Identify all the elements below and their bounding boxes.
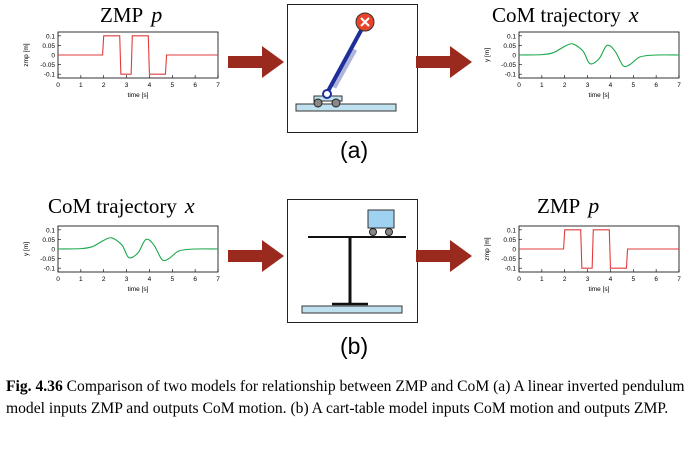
- arrow-icon: [416, 46, 472, 78]
- zmp-title-a: ZMP p: [100, 2, 162, 28]
- x-tick-label: 7: [216, 82, 220, 89]
- zmp-title-b: ZMP p: [537, 193, 599, 219]
- y-tick-label: 0.1: [507, 33, 516, 40]
- subfigure-label-a: (a): [340, 137, 369, 163]
- x-axis-label: time [s]: [589, 286, 610, 293]
- com-title-a: CoM trajectory x: [492, 2, 639, 28]
- com-b-series-line: [57, 237, 219, 262]
- y-tick-label: -0.1: [505, 266, 517, 273]
- x-tick-label: 7: [677, 82, 681, 89]
- y-axis-label: y [m]: [23, 242, 30, 256]
- y-tick-label: -0.1: [44, 266, 56, 273]
- y-tick-label: 0.1: [46, 33, 55, 40]
- y-tick-label: -0.05: [501, 256, 516, 263]
- com-plot-b: 0.1 0.05 0 -0.05 -0.1 0 1 2 3 4 5 6 7 time [s] y [m]: [14, 222, 224, 294]
- x-tick-label: 4: [148, 82, 152, 89]
- x-tick-label: 6: [654, 276, 658, 283]
- title-variable: p: [588, 193, 600, 218]
- y-tick-label: 0: [51, 53, 55, 60]
- y-tick-label: 0.05: [503, 237, 516, 244]
- title-variable: x: [184, 193, 195, 218]
- inverted-pendulum-icon: [295, 12, 397, 112]
- x-axis-label: time [s]: [589, 92, 610, 99]
- x-tick-label: 2: [563, 82, 567, 89]
- linear-inverted-pendulum-model: [287, 4, 418, 133]
- x-tick-label: 1: [540, 276, 544, 283]
- figure-label: Fig. 4.36: [6, 378, 63, 395]
- x-axis-label: time [s]: [128, 92, 149, 99]
- x-tick-label: 5: [170, 276, 174, 283]
- y-tick-label: 0.05: [42, 43, 55, 50]
- zmp-a-series-line: [58, 35, 218, 75]
- x-tick-label: 3: [125, 276, 129, 283]
- com-plot-a: 0.1 0.05 0 -0.05 -0.1 0 1 2 3 4 5 6 7 time [s] y [m]: [475, 28, 685, 100]
- zmp-plot-b: 0.1 0.05 0 -0.05 -0.1 0 1 2 3 4 5 6 7 time [s] zmp [m]: [475, 222, 685, 294]
- x-axis-label: time [s]: [128, 286, 149, 293]
- title-text: CoM trajectory: [48, 194, 177, 218]
- y-tick-label: 0: [512, 247, 516, 254]
- title-variable: p: [151, 2, 163, 27]
- figure-caption: Fig. 4.36 Comparison of two models for r…: [6, 376, 696, 420]
- x-tick-label: 6: [654, 82, 658, 89]
- com-a-series-line: [518, 43, 680, 68]
- y-tick-label: -0.1: [505, 72, 517, 79]
- x-tick-label: 1: [79, 276, 83, 283]
- title-variable: x: [628, 2, 639, 27]
- x-tick-label: 3: [125, 82, 129, 89]
- y-tick-label: -0.05: [501, 62, 516, 69]
- arrow-icon: [416, 240, 472, 272]
- arrow-icon: [228, 46, 284, 78]
- x-tick-label: 3: [586, 82, 590, 89]
- y-tick-label: 0.05: [503, 43, 516, 50]
- y-tick-label: 0: [512, 53, 516, 60]
- y-tick-label: -0.1: [44, 72, 56, 79]
- x-tick-label: 0: [517, 82, 521, 89]
- cart-table-model: [287, 199, 418, 323]
- zmp-b-series-line: [519, 229, 679, 269]
- title-text: CoM trajectory: [492, 3, 621, 27]
- x-tick-label: 2: [563, 276, 567, 283]
- y-tick-label: -0.05: [40, 62, 55, 69]
- x-tick-label: 0: [56, 276, 60, 283]
- y-tick-label: 0.1: [507, 227, 516, 234]
- y-axis-label: zmp [m]: [23, 43, 30, 66]
- zmp-plot-a: 0.1 0.05 0 -0.05 -0.1 0 1 2 3 4 5 6 7 time [s] zmp [m]: [14, 28, 224, 100]
- x-tick-label: 5: [631, 276, 635, 283]
- x-tick-label: 7: [677, 276, 681, 283]
- x-tick-label: 1: [540, 82, 544, 89]
- x-tick-label: 2: [102, 276, 106, 283]
- x-tick-label: 4: [609, 82, 613, 89]
- caption-text: Comparison of two models for relationshi…: [6, 378, 685, 417]
- x-tick-label: 7: [216, 276, 220, 283]
- y-tick-label: 0.1: [46, 227, 55, 234]
- x-tick-label: 5: [170, 82, 174, 89]
- y-axis-label: y [m]: [484, 48, 491, 62]
- com-title-b: CoM trajectory x: [48, 193, 195, 219]
- y-tick-label: -0.05: [40, 256, 55, 263]
- title-text: ZMP: [537, 194, 581, 218]
- x-tick-label: 6: [193, 276, 197, 283]
- title-text: ZMP: [100, 3, 144, 27]
- y-axis-label: zmp [m]: [484, 237, 491, 260]
- x-tick-label: 5: [631, 82, 635, 89]
- x-tick-label: 4: [148, 276, 152, 283]
- cart-table-icon: [301, 209, 406, 314]
- x-tick-label: 6: [193, 82, 197, 89]
- subfigure-label-b: (b): [340, 333, 369, 359]
- y-tick-label: 0.05: [42, 237, 55, 244]
- x-tick-label: 2: [102, 82, 106, 89]
- x-tick-label: 3: [586, 276, 590, 283]
- arrow-icon: [228, 240, 284, 272]
- x-tick-label: 0: [517, 276, 521, 283]
- y-tick-label: 0: [51, 247, 55, 254]
- x-tick-label: 0: [56, 82, 60, 89]
- x-tick-label: 4: [609, 276, 613, 283]
- x-tick-label: 1: [79, 82, 83, 89]
